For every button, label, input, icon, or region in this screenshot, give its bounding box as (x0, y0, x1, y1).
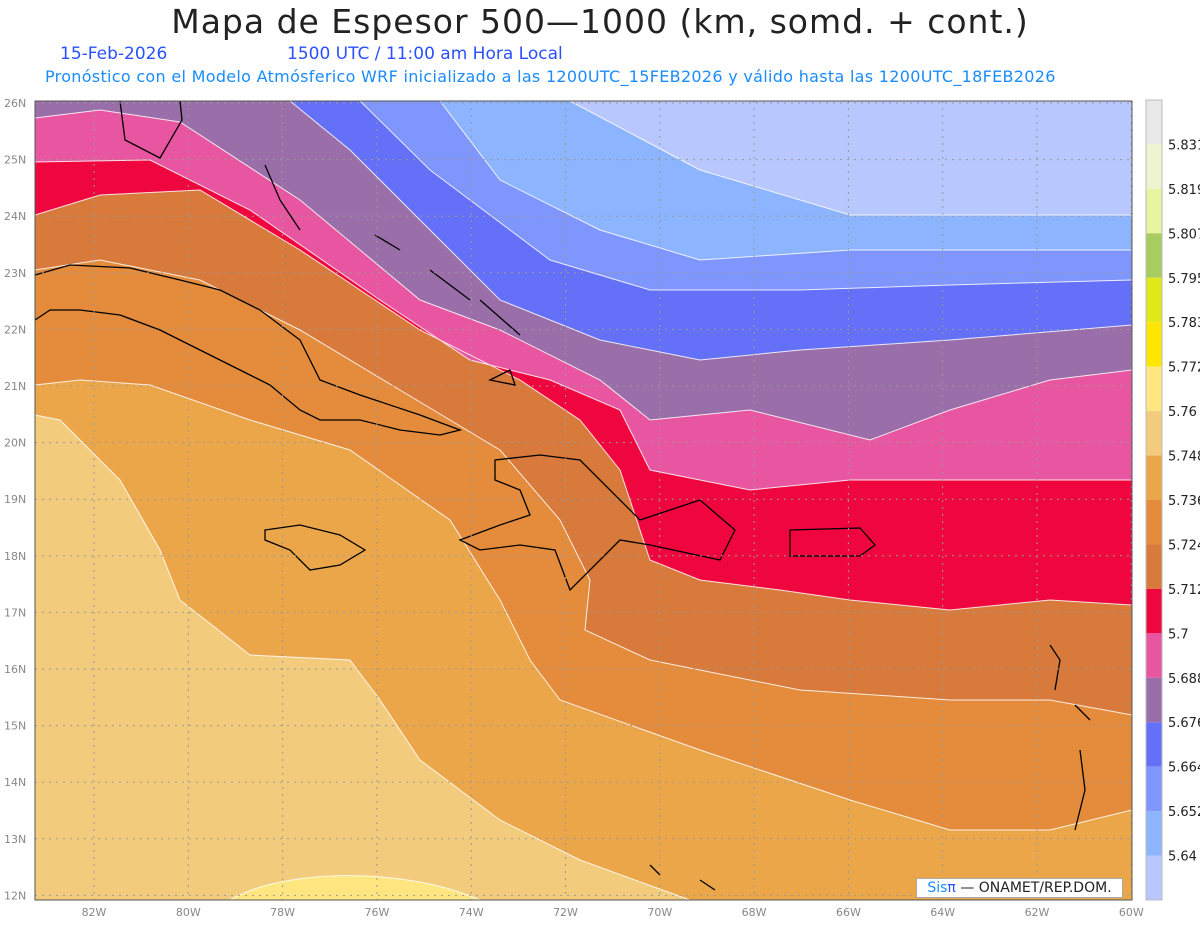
coastline-jamaica (264, 524, 367, 571)
lat-tick-label: 23N (4, 267, 26, 280)
credit-box: Sisπ — ONAMET/REP.DOM. (916, 878, 1123, 898)
colorbar-label: 5.807 (1168, 227, 1200, 242)
lon-tick-label: 64W (930, 906, 955, 919)
coastline-florida (119, 100, 183, 159)
map-title: Mapa de Espesor 500—1000 (km, somd. + co… (171, 2, 1029, 41)
lat-tick-label: 13N (4, 833, 26, 846)
lat-tick-label: 21N (4, 380, 26, 393)
colorbar-swatch (1146, 633, 1162, 678)
colorbar-swatch (1146, 722, 1162, 767)
lon-tick-label: 82W (82, 906, 107, 919)
colorbar: 5.831 5.819 5.807 5.795 5.783 5.772 5.76 5.748 5… (1145, 99, 1200, 901)
lat-tick-label: 16N (4, 663, 26, 676)
thickness-band (570, 101, 1132, 215)
colorbar-swatch (1146, 411, 1162, 456)
forecast-description: Pronóstico con el Modelo Atmósferico WRF… (45, 67, 1056, 86)
colorbar-swatch (1146, 188, 1162, 234)
colorbar-swatch (1146, 677, 1162, 723)
contour-line (34, 414, 691, 901)
colorbar-label: 5.676 (1168, 716, 1200, 731)
lat-tick-label: 26N (4, 97, 26, 110)
colorbar-label: 5.64 (1168, 850, 1197, 865)
contour-line (34, 259, 1133, 716)
lat-tick-label: 20N (4, 437, 26, 450)
lat-tick-label: 18N (4, 550, 26, 563)
colorbar-swatch (1146, 588, 1162, 634)
colorbar-swatch (1146, 366, 1162, 412)
colorbar-label: 5.819 (1168, 183, 1200, 198)
colorbar-label: 5.831 (1168, 138, 1200, 153)
pi-symbol: π (947, 880, 956, 896)
lat-tick-label: 12N (4, 889, 26, 902)
thickness-bands (35, 101, 1132, 900)
lon-tick-label: 60W (1119, 906, 1144, 919)
lat-tick-label: 17N (4, 606, 26, 619)
colorbar-label: 5.724 (1168, 538, 1200, 553)
lat-tick-label: 15N (4, 720, 26, 733)
colorbar-swatch (1146, 544, 1162, 589)
contour-line (34, 109, 1133, 441)
lon-tick-label: 74W (459, 906, 484, 919)
lon-tick-label: 76W (364, 906, 389, 919)
colorbar-label: 5.795 (1168, 272, 1200, 287)
colorbar-label: 5.76 (1168, 405, 1197, 420)
colorbar-swatch (1146, 500, 1162, 545)
colorbar-swatch (1146, 233, 1162, 278)
colorbar-swatch (1146, 811, 1162, 856)
colorbar-label: 5.7 (1168, 627, 1189, 642)
lon-tick-label: 66W (836, 906, 861, 919)
colorbar-label: 5.712 (1168, 583, 1200, 598)
colorbar-swatch (1146, 100, 1162, 145)
contour-line (34, 189, 1133, 611)
time-label: 1500 UTC / 11:00 am Hora Local (287, 44, 563, 64)
lon-tick-label: 68W (742, 906, 767, 919)
lat-tick-label: 19N (4, 493, 26, 506)
lat-tick-label: 24N (4, 210, 26, 223)
coastline-cuba (34, 264, 463, 436)
contour-line (359, 100, 1133, 291)
colorbar-label: 5.772 (1168, 361, 1200, 376)
map-frame (34, 100, 1133, 901)
lat-tick-label: 25N (4, 154, 26, 167)
colorbar-swatch (1146, 144, 1162, 189)
contour-lines (34, 100, 1133, 901)
lon-tick-label: 72W (553, 906, 578, 919)
colorbar-label: 5.783 (1168, 316, 1200, 331)
colorbar-swatch (1146, 855, 1162, 900)
lon-tick-label: 80W (176, 906, 201, 919)
colorbar-label: 5.664 (1168, 761, 1200, 776)
colorbar-label: 5.748 (1168, 450, 1200, 465)
lat-tick-label: 22N (4, 323, 26, 336)
lat-lon-grid (35, 101, 1132, 900)
date-label: 15-Feb-2026 (60, 44, 168, 64)
credit-text: — ONAMET/REP.DOM. (960, 880, 1112, 896)
contour-line (569, 100, 1132, 216)
coastline-hispaniola (458, 454, 736, 592)
lon-tick-label: 78W (270, 906, 295, 919)
colorbar-swatch (1146, 322, 1162, 367)
contour-line (439, 100, 1132, 261)
lon-tick-label: 70W (647, 906, 672, 919)
colorbar-label: 5.652 (1168, 805, 1200, 820)
contour-line (289, 100, 1133, 361)
colorbar-label: 5.736 (1168, 494, 1200, 509)
coastlines (34, 100, 1091, 891)
colorbar-swatch (1146, 766, 1162, 812)
axis-ticks: 82W 80W 78W 76W 74W 72W 70W 68W 66W 64W 62W 60W 26N 2… (4, 97, 1144, 919)
colorbar-label: 5.688 (1168, 672, 1200, 687)
coastline-bahamas (264, 164, 521, 386)
lat-tick-label: 14N (4, 776, 26, 789)
colorbar-swatch (1146, 455, 1162, 500)
contour-line (34, 159, 1132, 491)
sispi-brand: Sis (927, 880, 948, 896)
lon-tick-label: 62W (1025, 906, 1050, 919)
coastline-lesser-antilles (649, 644, 1091, 891)
contour-line (34, 379, 1133, 831)
colorbar-swatch (1146, 277, 1162, 323)
